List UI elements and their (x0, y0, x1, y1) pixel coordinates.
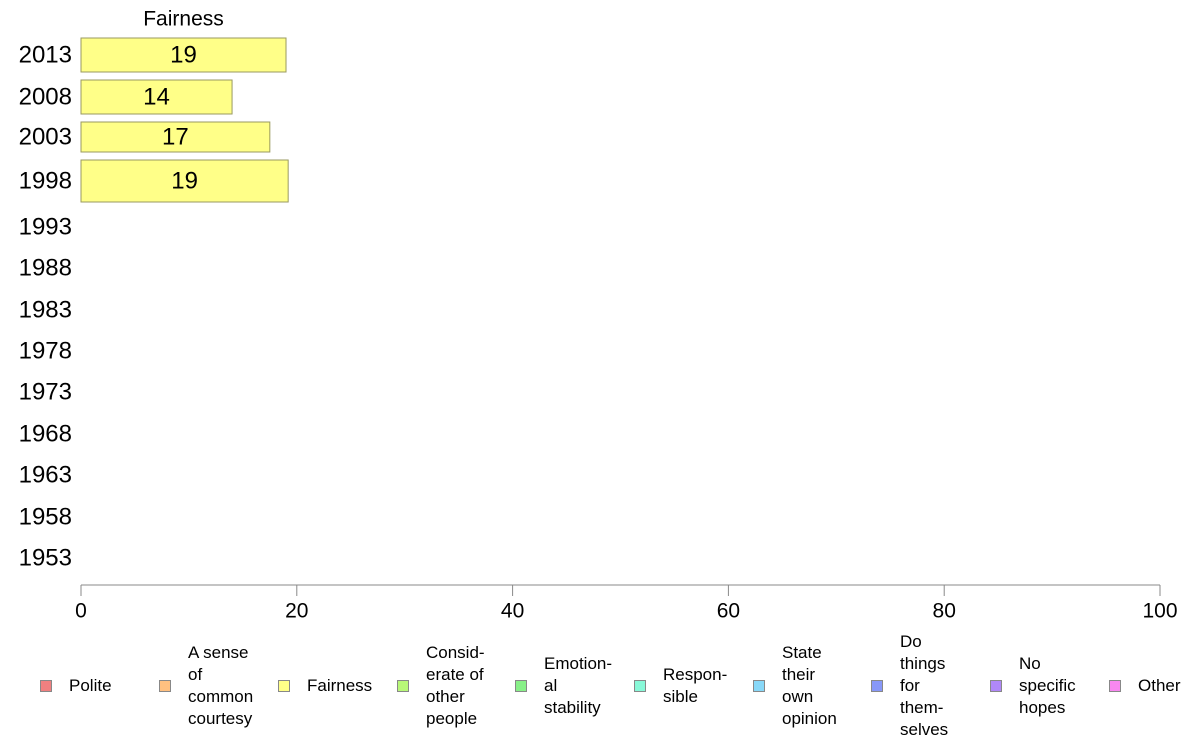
legend-label: Do things for them- selves (900, 632, 949, 739)
legend-item: Other (1109, 636, 1181, 736)
legend-swatch (1109, 680, 1121, 692)
legend-swatch (753, 680, 765, 692)
legend-item: Do things for them- selves (871, 632, 948, 739)
bar-fairness (80, 159, 289, 203)
year-label: 1968 (19, 421, 72, 448)
legend-label: A sense of common courtesy (188, 643, 254, 728)
x-tick-label: 100 (1142, 600, 1177, 623)
legend-swatch (634, 680, 646, 692)
x-tick-label: 0 (75, 600, 87, 623)
legend-label: State their own opinion (782, 643, 837, 728)
legend-swatch (278, 680, 290, 692)
legend-label: Fairness (307, 676, 373, 695)
year-label: 1998 (19, 168, 72, 195)
legend-swatch (40, 680, 52, 692)
legend-label: No specific hopes (1019, 654, 1076, 717)
year-label: 1978 (19, 338, 72, 365)
year-label: 1973 (19, 379, 72, 406)
legend-item: Emotion- al stability (515, 636, 612, 736)
legend-label: Other (1138, 676, 1181, 695)
legend-label: Emotion- al stability (544, 654, 613, 717)
legend-label: Consid- erate of other people (426, 643, 485, 728)
bar-value-label: 19 (170, 42, 197, 69)
x-tick-label: 20 (285, 600, 308, 623)
year-label: 1993 (19, 214, 72, 241)
year-label: 2013 (19, 42, 72, 69)
year-label: 2003 (19, 124, 72, 151)
year-label: 1958 (19, 504, 72, 531)
bar-value-label: 17 (162, 124, 189, 151)
bar-fairness (80, 37, 287, 73)
legend-item: Fairness (278, 636, 372, 736)
year-label: 1983 (19, 297, 72, 324)
bar-value-label: 19 (171, 168, 198, 195)
legend-item: Respon- sible (634, 636, 727, 736)
year-label: 2008 (19, 84, 72, 111)
legend-label: Polite (69, 676, 112, 695)
year-label: 1963 (19, 462, 72, 489)
legend-swatch (397, 680, 409, 692)
bar-fairness (80, 121, 271, 153)
year-label: 1988 (19, 255, 72, 282)
legend-swatch (990, 680, 1002, 692)
legend-swatch (515, 680, 527, 692)
year-label: 1953 (19, 545, 72, 572)
x-tick-label: 60 (717, 600, 740, 623)
x-tick-label: 80 (933, 600, 956, 623)
x-tick-label: 40 (501, 600, 524, 623)
legend-swatch (871, 680, 883, 692)
bar-chart: 2013 2008 2003 1998 1993 1988 1983 1978 1973 1968… (19, 8, 1178, 623)
chart-legend: Polite A sense of common courtesy Fairness… (0, 632, 1188, 739)
series-header: Fairness (143, 8, 224, 31)
legend-item: No specific hopes (990, 636, 1076, 736)
legend-swatch (159, 680, 171, 692)
legend-item: Consid- erate of other people (397, 636, 485, 736)
legend-item: A sense of common courtesy (159, 636, 253, 736)
legend-item: Polite (40, 636, 112, 736)
bar-value-label: 14 (143, 84, 170, 111)
legend-label: Respon- sible (663, 665, 728, 706)
legend-item: State their own opinion (753, 636, 837, 736)
bar-fairness (80, 79, 233, 115)
